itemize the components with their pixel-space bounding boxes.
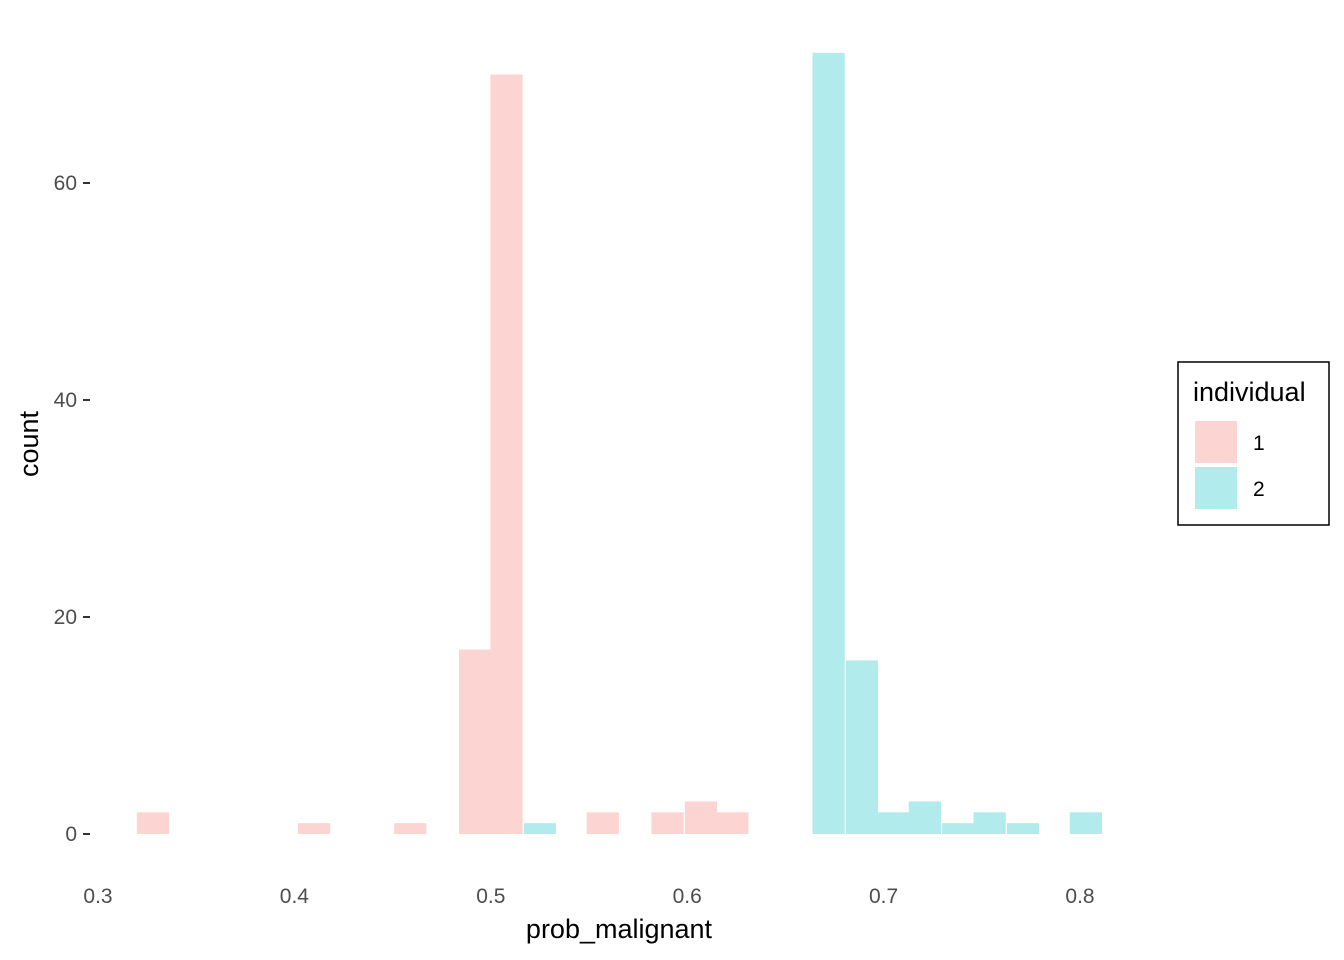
histogram-bar-series-2 — [812, 52, 845, 835]
x-tick-label: 0.6 — [673, 885, 702, 908]
x-tick-label: 0.7 — [869, 885, 898, 908]
histogram-bar-series-1 — [136, 812, 170, 834]
histogram-bar-series-2 — [908, 801, 941, 834]
x-axis-title: prob_malignant — [526, 914, 713, 944]
x-tick-label: 0.3 — [83, 885, 112, 908]
y-axis-title: count — [14, 410, 44, 477]
y-tick-label: 40 — [54, 389, 77, 412]
legend-title: individual — [1193, 377, 1306, 407]
histogram-bar-series-2 — [845, 660, 879, 834]
histogram-bar-series-2 — [973, 812, 1006, 834]
x-tick-label: 0.4 — [280, 885, 310, 908]
legend-label-1: 1 — [1253, 432, 1265, 455]
histogram-bar-series-1 — [586, 812, 619, 834]
histogram-bar-series-1 — [490, 74, 523, 834]
histogram-bar-series-2 — [1006, 823, 1040, 834]
histogram-bar-series-1 — [394, 823, 427, 834]
histogram-bar-series-1 — [297, 823, 331, 834]
histogram-bar-series-2 — [523, 823, 557, 834]
y-tick-label: 60 — [54, 172, 77, 195]
legend-swatch-1 — [1195, 421, 1237, 463]
legend-label-2: 2 — [1253, 478, 1265, 501]
histogram-bar-series-1 — [458, 649, 492, 834]
histogram-bar-series-1 — [684, 801, 718, 834]
y-axis: 0 20 40 60 — [54, 172, 90, 846]
legend-swatch-2 — [1195, 467, 1237, 509]
histogram-bar-series-2 — [877, 812, 910, 834]
bars-layer — [136, 52, 1102, 835]
y-tick-label: 20 — [54, 606, 77, 629]
x-tick-label: 0.5 — [476, 885, 505, 908]
histogram-bar-series-2 — [1069, 812, 1102, 834]
legend: individual 1 2 — [1177, 361, 1330, 526]
x-tick-label: 0.8 — [1065, 885, 1094, 908]
histogram-bar-series-1 — [651, 812, 684, 834]
histogram-bar-series-2 — [942, 823, 975, 834]
y-tick-label: 0 — [65, 823, 77, 846]
histogram-bar-series-1 — [716, 812, 749, 834]
x-axis: 0.3 0.4 0.5 0.6 0.7 0.8 — [83, 885, 1094, 908]
